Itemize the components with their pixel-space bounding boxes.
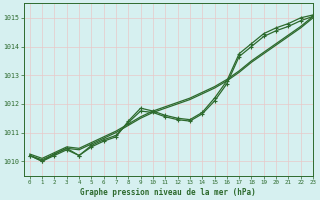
X-axis label: Graphe pression niveau de la mer (hPa): Graphe pression niveau de la mer (hPa) <box>80 188 256 197</box>
